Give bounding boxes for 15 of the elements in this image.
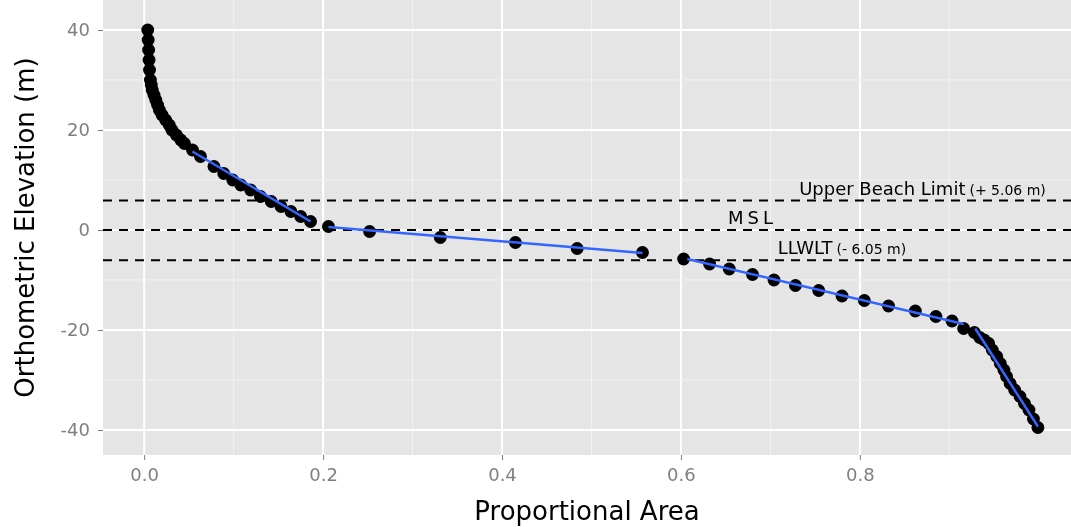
y-tick-label: 20 (67, 119, 90, 141)
x-tick-label: 0.0 (130, 463, 159, 485)
x-axis-title: Proportional Area (474, 496, 700, 526)
x-tick-label: 0.4 (488, 463, 517, 485)
ref-line-label: Upper Beach Limit (+ 5.06 m) (799, 177, 1046, 199)
y-tick-label: -20 (60, 319, 90, 341)
ref-line-label: MSL (728, 207, 777, 228)
x-tick-label: 0.6 (667, 463, 696, 485)
ref-line-label: LLWLT (- 6.05 m) (777, 237, 907, 259)
y-tick-label: 0 (78, 219, 90, 241)
y-tick-label: -40 (60, 419, 90, 441)
y-axis-title: Orthometric Elevation (m) (10, 57, 40, 398)
x-tick-label: 0.2 (309, 463, 338, 485)
x-tick-label: 0.8 (846, 463, 875, 485)
y-tick-label: 40 (67, 19, 90, 41)
